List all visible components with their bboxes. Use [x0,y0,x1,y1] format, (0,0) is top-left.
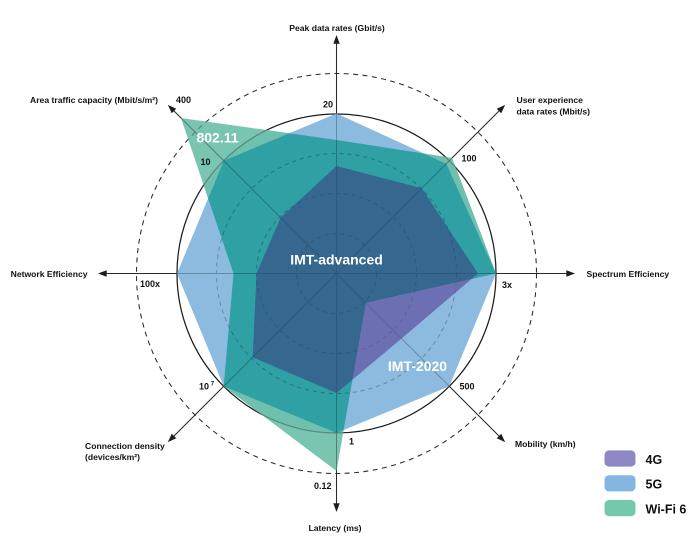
svg-text:4G: 4G [646,453,663,467]
svg-text:Latency (ms): Latency (ms) [308,523,361,533]
svg-text:20: 20 [323,100,333,110]
svg-text:Wi-Fi 6: Wi-Fi 6 [646,503,687,517]
svg-text:5G: 5G [646,478,663,492]
svg-text:Network Efficiency: Network Efficiency [11,269,88,279]
svg-text:User experience: User experience [517,95,584,105]
svg-text:Connection density: Connection density [85,441,165,451]
svg-text:(devices/km²): (devices/km²) [85,452,140,462]
svg-text:Spectrum Efficiency: Spectrum Efficiency [587,269,670,279]
svg-text:IMT-advanced: IMT-advanced [290,252,383,268]
svg-text:500: 500 [460,382,475,392]
svg-text:100x: 100x [140,279,160,289]
svg-text:Area traffic capacity (Mbit/s/: Area traffic capacity (Mbit/s/m²) [30,95,158,105]
svg-text:1: 1 [349,437,354,447]
svg-text:Mobility (km/h): Mobility (km/h) [515,439,576,449]
svg-text:7: 7 [211,382,215,388]
svg-text:802.11: 802.11 [196,130,238,146]
svg-text:data rates (Mbit/s): data rates (Mbit/s) [517,107,591,117]
svg-text:10: 10 [200,157,210,167]
svg-text:400: 400 [176,95,191,105]
svg-text:IMT-2020: IMT-2020 [388,358,447,374]
svg-text:10: 10 [199,382,209,392]
svg-text:Peak data rates (Gbit/s): Peak data rates (Gbit/s) [289,23,385,33]
svg-text:0.12: 0.12 [314,481,332,491]
svg-text:3x: 3x [502,280,512,290]
svg-text:100: 100 [462,154,477,164]
